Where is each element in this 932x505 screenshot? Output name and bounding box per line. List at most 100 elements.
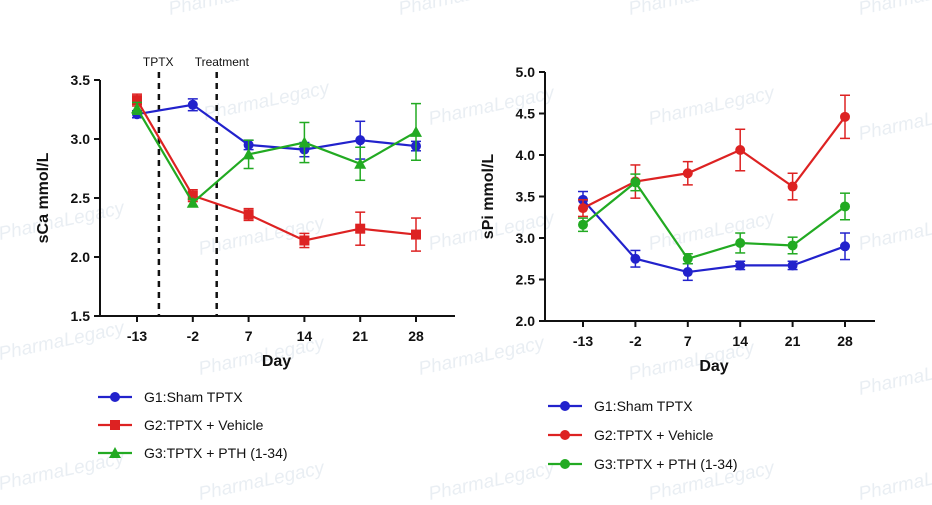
y-tick-label: 3.5 <box>71 72 91 88</box>
event-label: Treatment <box>195 55 250 69</box>
series-line <box>582 199 846 274</box>
data-point-triangle <box>186 196 199 208</box>
y-tick-label: 4.0 <box>516 147 536 163</box>
data-point-square <box>110 420 120 430</box>
series-line <box>582 116 846 210</box>
x-axis-title: Day <box>262 353 291 370</box>
data-point-circle <box>787 240 798 251</box>
x-tick-label: 14 <box>297 328 313 344</box>
watermark-text: PharmaLegacy <box>857 352 932 399</box>
watermark-text: PharmaLegacy <box>627 0 758 20</box>
data-point-square <box>132 95 142 106</box>
watermark-text: PharmaLegacy <box>647 82 778 129</box>
x-tick-label: 14 <box>732 333 748 349</box>
data-point-triangle <box>410 125 422 137</box>
data-point-circle <box>840 241 850 252</box>
data-point-circle <box>787 260 798 271</box>
legend: G1:Sham TPTX G2:TPTX + Vehicle G3:TPTX + P… <box>98 389 288 461</box>
series-3 <box>578 173 850 265</box>
watermark-text: PharmaLegacy <box>857 0 932 20</box>
data-point-triangle <box>298 136 311 148</box>
series-line <box>136 103 417 151</box>
y-tick-label: 5.0 <box>516 64 536 80</box>
y-tick-label: 2.0 <box>516 313 536 329</box>
data-point-square <box>411 229 421 240</box>
series-line <box>136 107 417 205</box>
data-point-triangle <box>109 447 121 458</box>
y-tick-label: 4.5 <box>516 106 536 122</box>
data-point-circle <box>682 253 693 264</box>
watermark-text: PharmaLegacy <box>0 317 128 364</box>
x-tick-label: -13 <box>127 328 147 344</box>
data-point-circle <box>355 135 366 146</box>
legend-label: G3:TPTX + PTH (1-34) <box>144 445 288 461</box>
y-tick-label: 2.5 <box>516 272 536 288</box>
x-axis-title: Day <box>699 358 728 375</box>
watermark-text: PharmaLegacy <box>397 0 528 20</box>
data-point-square <box>243 209 254 220</box>
data-point-circle <box>560 430 570 440</box>
x-tick-label: 21 <box>352 328 368 344</box>
watermark-text: PharmaLegacy <box>197 457 328 504</box>
data-point-square <box>355 223 366 234</box>
data-point-circle <box>560 459 570 469</box>
y-axis-title: sCa mmol/L <box>35 152 52 243</box>
y-tick-label: 3.5 <box>516 189 536 205</box>
data-point-circle <box>578 219 588 230</box>
watermark-text: PharmaLegacy <box>417 332 548 379</box>
y-tick-label: 2.5 <box>71 190 91 206</box>
data-point-triangle <box>242 148 255 160</box>
x-tick-label: 28 <box>408 328 424 344</box>
legend-label: G1:Sham TPTX <box>594 398 693 414</box>
data-point-square <box>299 235 310 246</box>
data-point-circle <box>682 168 693 179</box>
data-point-circle <box>630 253 641 264</box>
data-point-circle <box>840 111 850 122</box>
data-point-circle <box>840 201 850 212</box>
data-point-circle <box>787 181 798 192</box>
data-point-circle <box>735 237 746 248</box>
x-tick-label: 7 <box>245 328 253 344</box>
data-point-circle <box>630 177 641 188</box>
chart-sca: 1.5 2.0 2.5 3.0 3.5 -13 -2 7 14 21 28 Day sCa mmol/L… <box>35 55 455 461</box>
data-point-circle <box>110 392 120 402</box>
watermark-text: PharmaLegacy <box>427 82 558 129</box>
watermark-text: PharmaLegacy <box>857 97 932 144</box>
watermark-text: PharmaLegacy <box>0 447 128 494</box>
series-3 <box>131 101 422 208</box>
legend-label: G1:Sham TPTX <box>144 389 243 405</box>
x-tick-label: -13 <box>573 333 593 349</box>
event-label: TPTX <box>143 55 174 69</box>
y-tick-label: 3.0 <box>71 131 91 147</box>
watermark-text: PharmaLegacy <box>857 207 932 254</box>
legend-label: G2:TPTX + Vehicle <box>144 417 264 433</box>
data-point-circle <box>682 267 693 278</box>
x-tick-label: -2 <box>187 328 200 344</box>
x-tick-label: 21 <box>785 333 801 349</box>
watermark-text: PharmaLegacy <box>167 0 298 20</box>
watermark-text: PharmaLegacy <box>202 77 333 124</box>
chart-spi: 2.0 2.5 3.0 3.5 4.0 4.5 5.0 -13 -2 7 14 21 28 Day sPi … <box>480 64 875 472</box>
legend-label: G2:TPTX + Vehicle <box>594 427 714 443</box>
data-point-circle <box>735 260 746 271</box>
data-point-circle <box>560 401 570 411</box>
watermark-text: PharmaLegacy <box>647 207 778 254</box>
x-tick-label: 7 <box>684 333 692 349</box>
y-axis-title: sPi mmol/L <box>480 154 497 240</box>
x-tick-label: -2 <box>629 333 642 349</box>
watermark-text: PharmaLegacy <box>857 457 932 504</box>
series-line <box>136 99 417 242</box>
data-point-circle <box>187 99 198 110</box>
data-point-triangle <box>354 157 367 169</box>
series-2 <box>578 94 850 218</box>
legend: G1:Sham TPTX G2:TPTX + Vehicle G3:TPTX + P… <box>548 398 738 472</box>
data-point-circle <box>735 145 746 156</box>
x-tick-label: 28 <box>837 333 853 349</box>
data-point-triangle <box>131 102 143 114</box>
data-point-circle <box>578 203 588 214</box>
data-point-square <box>187 190 198 201</box>
y-tick-label: 2.0 <box>71 249 91 265</box>
watermark-text: PharmaLegacy <box>0 197 128 244</box>
series-line <box>582 180 846 261</box>
